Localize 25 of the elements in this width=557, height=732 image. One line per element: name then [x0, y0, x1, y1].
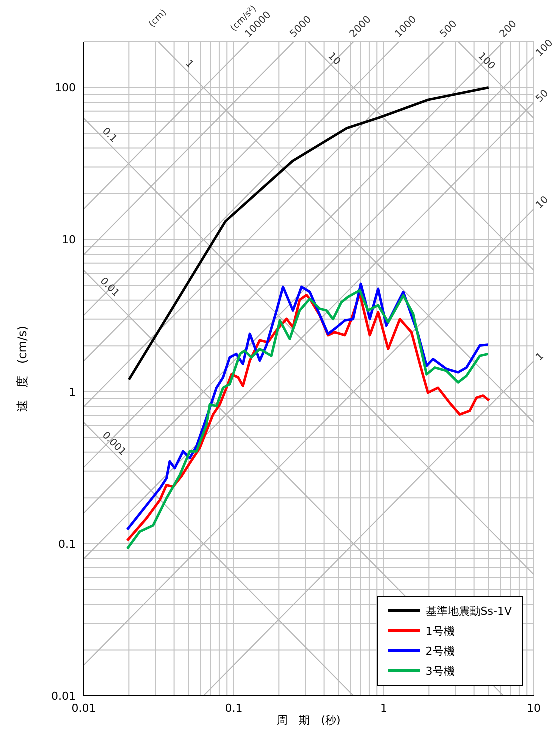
y-tick-label: 0.1: [58, 538, 76, 551]
annotation: 10: [534, 194, 552, 212]
y-tick-label: 1: [69, 386, 76, 399]
x-tick-label: 10: [527, 702, 541, 715]
legend-label: 2号機: [426, 644, 455, 658]
x-tick-label: 0.01: [72, 702, 96, 715]
x-tick-label: 0.1: [225, 702, 243, 715]
annotation: 100: [476, 50, 498, 72]
x-tick-label: 1: [380, 702, 388, 715]
annotation: 1: [534, 351, 547, 364]
annotation: 1: [183, 58, 196, 71]
y-axis-title: 速 度 (cm/s): [15, 326, 30, 412]
y-tick-label: 10: [62, 234, 76, 247]
annotation: 100: [534, 38, 556, 60]
annotation: 10: [326, 50, 343, 68]
legend-label: 1号機: [426, 624, 455, 638]
legend-label: 基準地震動Ss-1V: [426, 604, 512, 618]
annotation: 0.1: [100, 126, 119, 146]
annotation: 200: [498, 18, 520, 40]
annotation: 500: [438, 18, 460, 40]
annotation: 50: [534, 88, 552, 105]
y-tick-label: 100: [55, 82, 76, 95]
x-axis-title: 周 期 (秒): [277, 714, 341, 727]
y-tick-label: 0.01: [52, 690, 76, 703]
legend-label: 3号機: [426, 664, 455, 678]
